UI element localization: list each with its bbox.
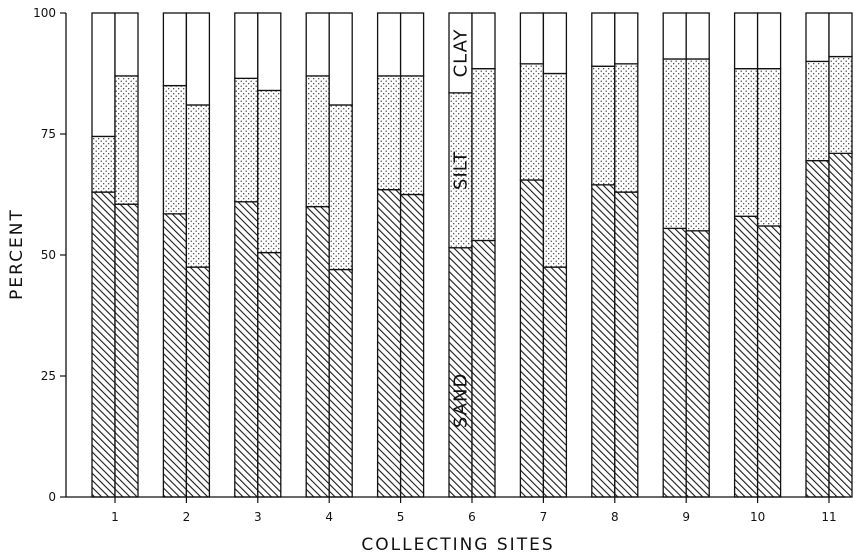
bar-segment-sand [542, 266, 568, 498]
bar-segment-silt [399, 75, 425, 196]
bar-segment-silt [305, 75, 330, 208]
x-tick-label: 8 [611, 510, 619, 524]
bar-segment-sand [685, 230, 710, 498]
bar-segment-clay [542, 12, 568, 75]
bar-segment-sand [662, 227, 687, 498]
y-tick-label: 50 [41, 248, 56, 262]
bar-segment-sand [91, 191, 116, 498]
bar-segment-silt [114, 75, 139, 205]
bar-segment-sand [376, 189, 402, 498]
y-axis-title: PERCENT [7, 208, 27, 300]
bar-segment-silt [614, 63, 639, 193]
bar-segment-sand [591, 184, 616, 498]
bar-segment-sand [448, 247, 473, 498]
bar-segment-clay [591, 12, 616, 67]
x-tick-label: 5 [397, 510, 405, 524]
bar-segment-clay [805, 12, 830, 63]
bar-segment-sand [805, 159, 830, 498]
bar-segment-silt [828, 55, 853, 155]
bar-segment-clay [162, 12, 188, 87]
bar-segment-clay [305, 12, 330, 77]
y-tick-label: 25 [41, 369, 56, 383]
y-axis: 0 25 50 75 100 [33, 6, 66, 504]
bar-segment-clay [519, 12, 545, 65]
bar-segment-silt [519, 63, 545, 181]
x-tick-label: 4 [325, 510, 333, 524]
y-tick-label: 75 [41, 127, 56, 141]
bar-segment-silt [328, 104, 353, 271]
x-tick-label: 10 [750, 510, 765, 524]
x-tick-label: 3 [254, 510, 262, 524]
bar-segment-silt [91, 135, 116, 193]
bar-segment-clay [614, 12, 639, 65]
bar-segment-clay [662, 12, 687, 60]
x-axis-title: COLLECTING SITES [361, 535, 554, 555]
bar-segment-silt [376, 75, 402, 191]
x-tick-label: 1 [111, 510, 119, 524]
bar-segment-clay [828, 12, 853, 58]
bar-segment-sand [614, 191, 639, 498]
bar-segment-sand [328, 268, 353, 498]
bar-segment-clay [234, 12, 259, 79]
bar-segment-silt [685, 58, 710, 232]
bar-segment-silt [591, 65, 616, 186]
bar-segment-silt [257, 89, 282, 254]
bar-segment-silt [733, 68, 759, 217]
layer-label-clay: CLAY [451, 28, 472, 77]
bar-segment-clay [376, 12, 402, 77]
bar-segment-sand [733, 215, 759, 498]
bar-segment-clay [756, 12, 782, 70]
bar-segment-silt [471, 68, 496, 242]
x-tick-label: 6 [468, 510, 476, 524]
y-tick-label: 0 [48, 490, 56, 504]
bar-segment-sand [519, 179, 545, 498]
bar-segment-silt [234, 77, 259, 203]
bar-segment-clay [114, 12, 139, 77]
layer-label-silt: SILT [451, 151, 472, 190]
bar-segment-sand [257, 251, 282, 498]
bar-segment-sand [305, 205, 330, 498]
x-tick-label: 9 [682, 510, 690, 524]
bar-segment-clay [733, 12, 759, 70]
y-tick-label: 100 [33, 6, 56, 20]
bar-segment-sand [399, 193, 425, 498]
bar-segment-sand [114, 203, 139, 498]
bar-segment-sand [162, 213, 188, 498]
bar-group [91, 12, 853, 498]
bar-segment-sand [234, 201, 259, 498]
bar-segment-clay [257, 12, 282, 92]
bar-segment-sand [828, 152, 853, 498]
x-axis: 1 2 3 4 5 6 7 8 9 10 11 [111, 497, 837, 524]
bar-segment-clay [328, 12, 353, 106]
bar-segment-silt [162, 84, 188, 215]
bar-segment-clay [91, 12, 116, 138]
bar-segment-clay [399, 12, 425, 77]
bar-segment-clay [471, 12, 496, 70]
bar-segment-clay [185, 12, 211, 106]
bar-segment-silt [756, 68, 782, 227]
x-tick-label: 7 [540, 510, 548, 524]
x-tick-label: 2 [183, 510, 191, 524]
bar-segment-silt [542, 72, 568, 268]
bar-segment-silt [662, 58, 687, 230]
bar-segment-silt [805, 60, 830, 162]
bar-segment-sand [185, 266, 211, 498]
bar-segment-silt [185, 104, 211, 268]
bar-segment-sand [471, 239, 496, 498]
layer-label-sand: SAND [451, 373, 472, 428]
x-tick-label: 11 [821, 510, 836, 524]
bar-segment-sand [756, 225, 782, 498]
bar-segment-clay [685, 12, 710, 60]
